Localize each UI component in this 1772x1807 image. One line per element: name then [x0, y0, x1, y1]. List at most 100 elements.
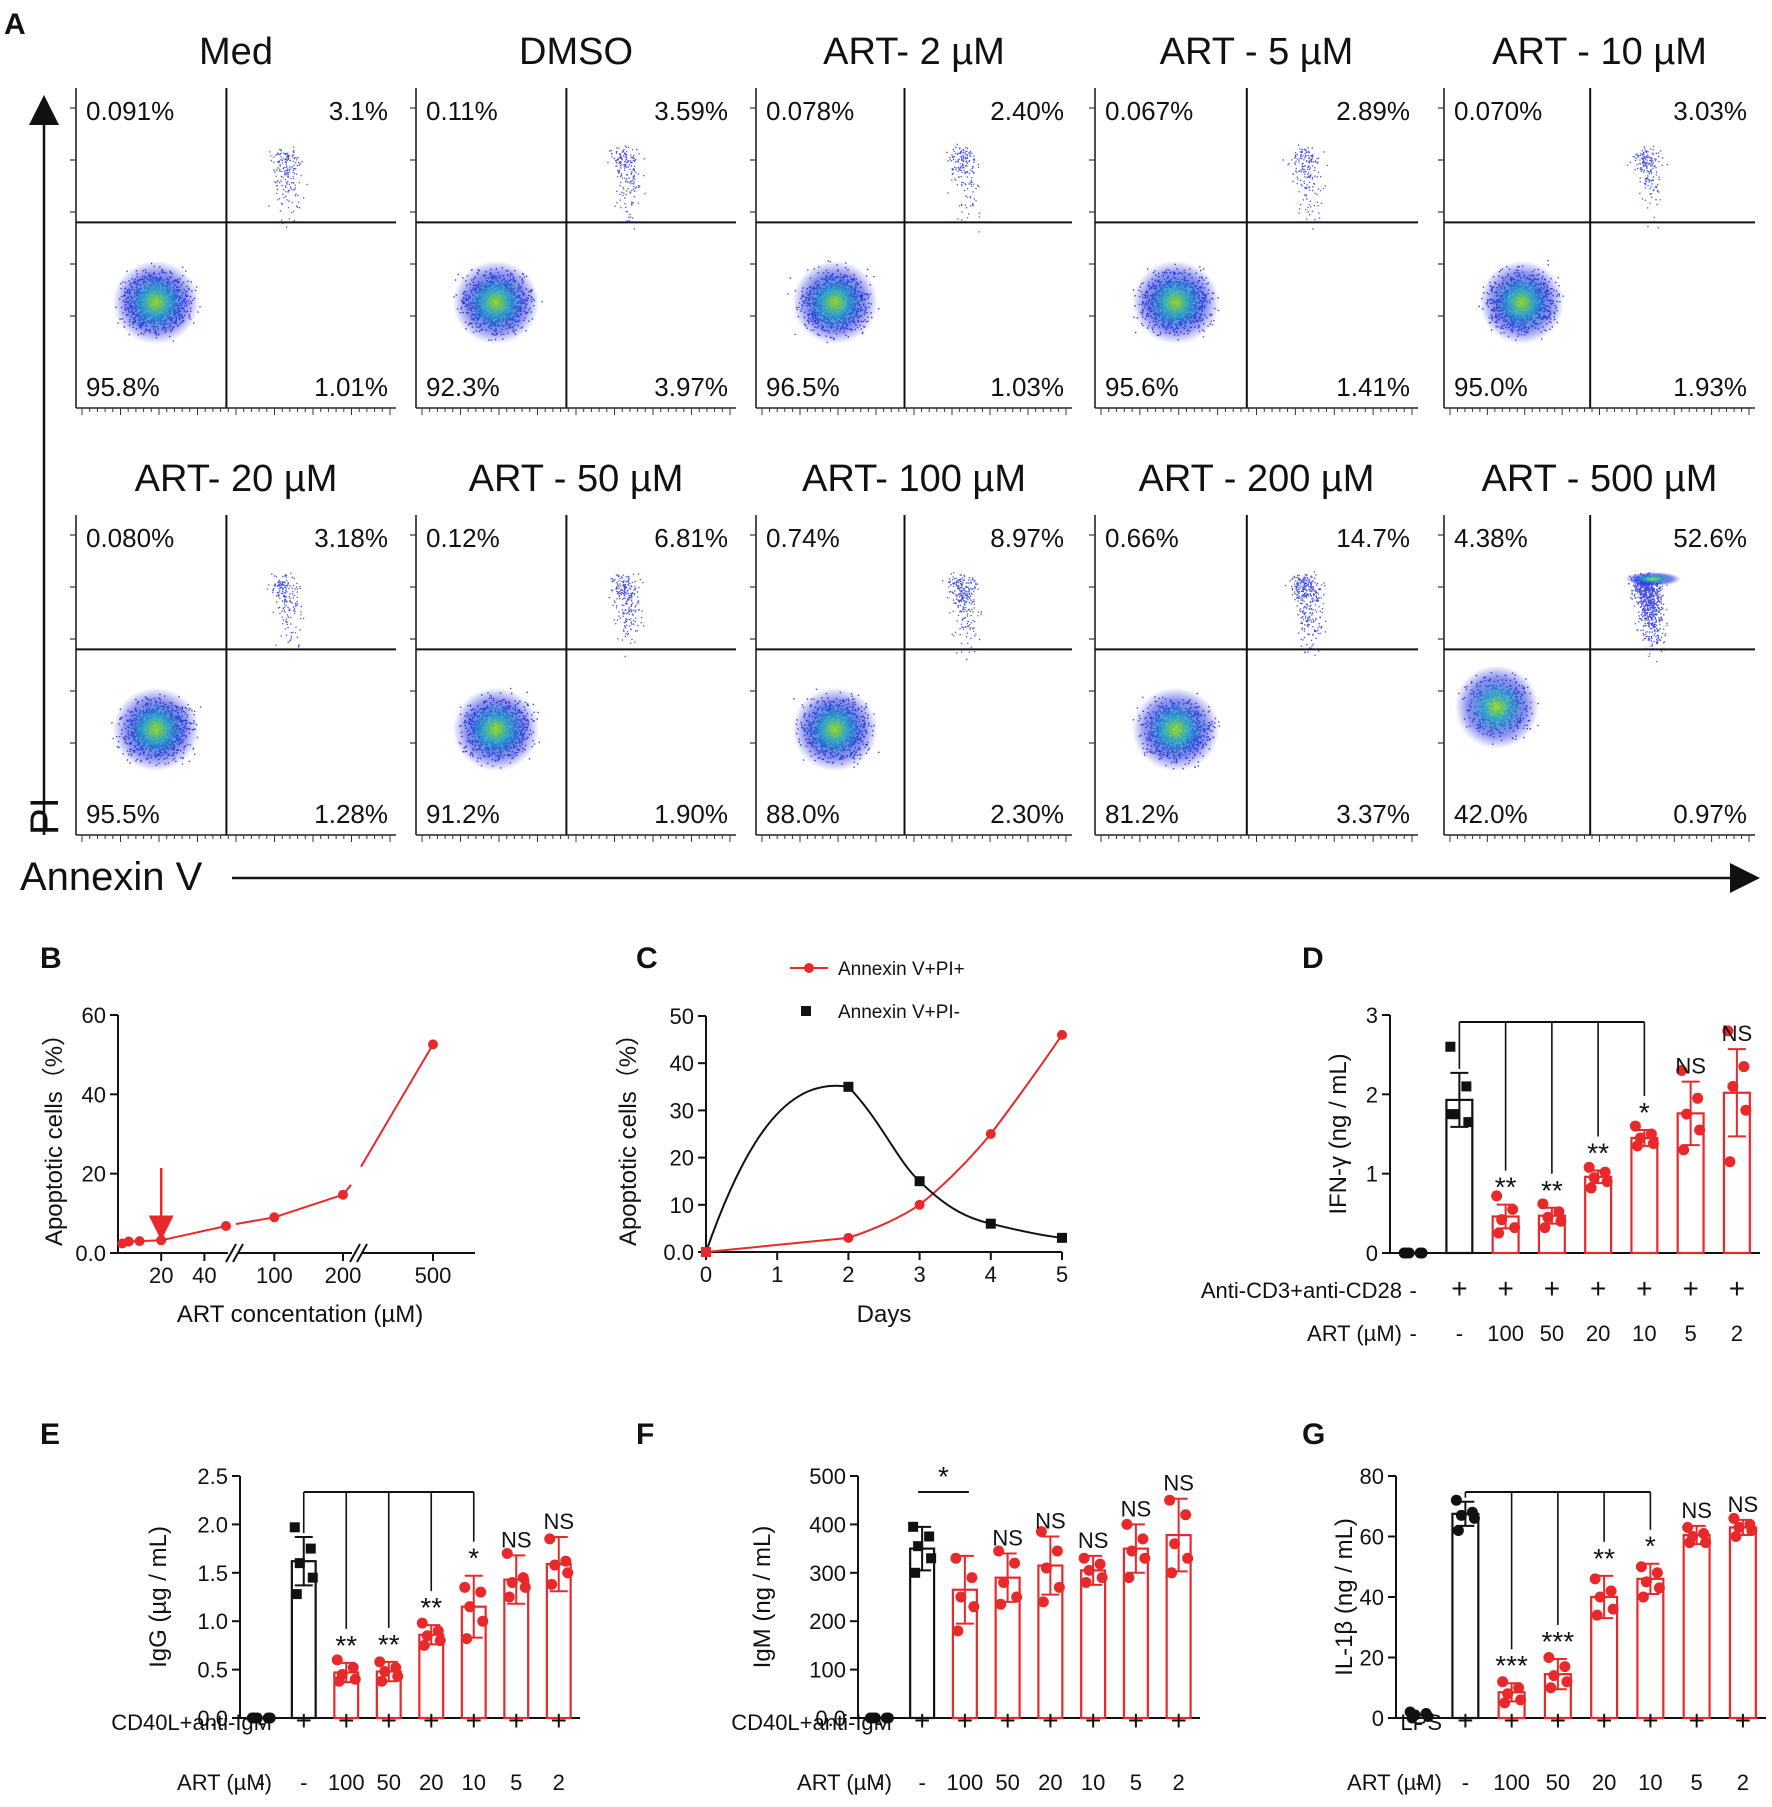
g-art-row-value: 20 — [1592, 1770, 1616, 1795]
panel-letter-f: F — [636, 1418, 654, 1451]
f-data-point — [955, 1591, 967, 1603]
quadrant-lower-left-value: 95.6% — [1105, 372, 1179, 402]
quadrant-upper-right-value: 2.40% — [990, 96, 1064, 126]
quadrant-upper-right-value: 3.1% — [329, 96, 388, 126]
d-art-row-value: - — [1456, 1321, 1463, 1346]
b-line-segment — [274, 1193, 344, 1219]
flow-plot-title: ART - 500 µM — [1482, 458, 1718, 500]
c-x-tick-label: 4 — [985, 1262, 997, 1287]
g-data-point — [1730, 1531, 1742, 1542]
g-y-tick-label: 80 — [1360, 1464, 1384, 1489]
e-data-point — [560, 1555, 572, 1567]
f-art-row-value: 5 — [1130, 1770, 1142, 1795]
flow-density-core — [112, 260, 200, 345]
c-x-tick-label: 5 — [1056, 1262, 1068, 1287]
d-y-tick-label: 0 — [1366, 1241, 1378, 1266]
f-art-row-value: 100 — [947, 1770, 984, 1795]
g-data-point — [1497, 1676, 1509, 1688]
flow-density-core — [1132, 687, 1220, 772]
quadrant-upper-right-value: 2.89% — [1336, 96, 1410, 126]
flow-plot-9: ART - 200 µM 0.66% 14.7% 81.2% 3.37% — [1089, 458, 1418, 842]
e-y-tick-label: 1.0 — [197, 1609, 228, 1634]
g-bar — [1728, 1526, 1757, 1720]
g-significance-label: * — [1645, 1531, 1656, 1562]
f-y-tick-label: 400 — [809, 1512, 846, 1537]
f-stim-row-value: + — [1042, 1705, 1058, 1736]
c-x-tick-label: 0 — [700, 1262, 712, 1287]
f-y-tick-label: 100 — [809, 1658, 846, 1683]
d-y-axis-title: IFN-γ (ng / mL) — [1325, 1053, 1352, 1214]
quadrant-upper-left-value: 4.38% — [1454, 523, 1528, 553]
g-data-point — [1698, 1527, 1710, 1539]
g-data-point — [1548, 1670, 1560, 1682]
e-art-row-value: 20 — [419, 1770, 443, 1795]
e-significance-label: NS — [501, 1527, 532, 1552]
e-data-point — [264, 1712, 276, 1724]
b-data-point — [428, 1039, 438, 1050]
f-data-point — [926, 1553, 937, 1564]
e-art-row-value: 5 — [510, 1770, 522, 1795]
f-y-tick-label: 500 — [809, 1464, 846, 1489]
flow-plot-title: ART - 200 µM — [1139, 458, 1375, 500]
panel-letter-c: C — [636, 942, 658, 975]
c-y-tick-label: 40 — [670, 1051, 694, 1076]
g-data-point — [1635, 1561, 1647, 1573]
d-art-row-value: 100 — [1487, 1321, 1524, 1346]
d-data-point — [1647, 1138, 1659, 1150]
c-pi-minus-point — [985, 1218, 996, 1229]
flow-plot-title: ART - 50 µM — [469, 458, 684, 500]
g-significance-label: *** — [1542, 1626, 1575, 1657]
c-y-axis-title: Apoptotic cells（%） — [615, 1022, 642, 1246]
d-stim-row-value: + — [1451, 1273, 1467, 1304]
f-data-point — [1096, 1572, 1108, 1584]
b-data-point — [221, 1221, 231, 1232]
e-significance-label: * — [468, 1543, 479, 1574]
d-data-point — [1553, 1206, 1565, 1218]
panel-letter-d: D — [1302, 942, 1324, 975]
chart-e-igg: 0.0 0.5 1.0 1.5 2.0 2.5 IgG (µg / mL) - - + - ** +10… — [111, 1464, 580, 1795]
g-data-point — [1502, 1688, 1514, 1700]
d-data-point — [1507, 1203, 1519, 1215]
d-stim-row-value: + — [1590, 1273, 1606, 1304]
flow-upper-right-dots — [607, 145, 646, 230]
e-art-row-value: 2 — [553, 1770, 565, 1795]
e-data-point — [434, 1635, 446, 1647]
quadrant-upper-left-value: 0.070% — [1454, 96, 1542, 126]
c-legend-marker-red — [804, 963, 814, 973]
c-legend-label-pi-plus: Annexin V+PI+ — [838, 959, 965, 980]
e-y-axis-title: IgG (µg / mL) — [145, 1526, 172, 1668]
d-art-row-value: 5 — [1685, 1321, 1697, 1346]
c-x-axis-title: Days — [857, 1301, 912, 1328]
d-data-point — [1681, 1108, 1693, 1120]
c-pi-minus-point — [843, 1081, 854, 1092]
d-y-tick-label: 2 — [1366, 1082, 1378, 1107]
flow-density-core — [1132, 260, 1220, 345]
c-pi-plus-point — [985, 1129, 996, 1139]
e-data-point — [289, 1522, 300, 1533]
f-data-point — [910, 1567, 921, 1578]
f-data-point — [1009, 1557, 1021, 1569]
d-data-point — [1491, 1190, 1503, 1202]
g-significance-label: NS — [1681, 1498, 1712, 1523]
g-y-tick-label: 40 — [1360, 1585, 1384, 1610]
panel-letter-a: A — [4, 8, 26, 41]
quadrant-upper-left-value: 0.12% — [426, 523, 500, 553]
e-data-point — [291, 1589, 302, 1600]
flow-plot-7: ART - 50 µM 0.12% 6.81% 91.2% 1.90% — [410, 458, 736, 842]
e-data-point — [459, 1581, 471, 1593]
e-data-point — [331, 1654, 343, 1666]
d-art-row-value: 20 — [1586, 1321, 1610, 1346]
quadrant-upper-left-value: 0.080% — [86, 523, 174, 553]
g-art-row-value: - — [1462, 1770, 1469, 1795]
d-data-point — [1555, 1215, 1567, 1227]
c-series-pi-plus-line — [705, 1034, 1063, 1253]
e-stim-row-label: CD40L+anti-IgM — [111, 1710, 272, 1735]
g-data-point — [1450, 1494, 1462, 1506]
e-data-point — [294, 1558, 305, 1569]
flow-upper-right-dots — [1626, 145, 1668, 229]
f-significance-label: NS — [1121, 1496, 1152, 1521]
d-data-point — [1588, 1172, 1600, 1184]
g-data-point — [1700, 1537, 1712, 1549]
f-data-point — [882, 1712, 894, 1724]
